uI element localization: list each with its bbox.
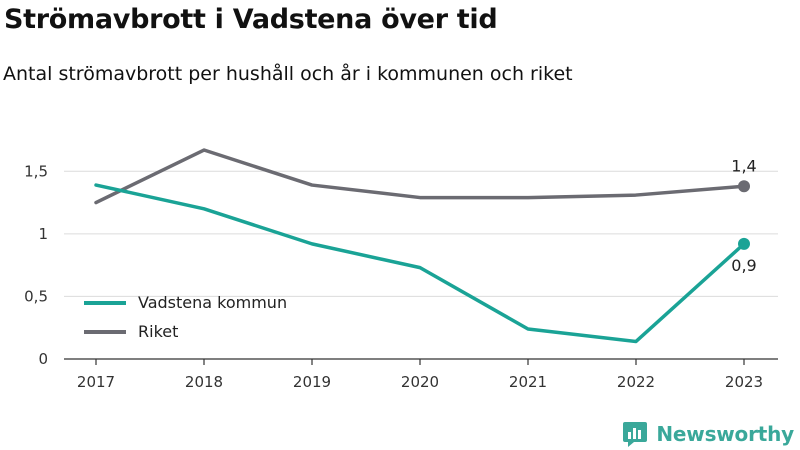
legend: Vadstena kommun Riket: [84, 288, 287, 346]
data-labels: 1,4 0,9: [731, 156, 756, 275]
x-tick-label: 2022: [617, 373, 655, 391]
series-line-riket: [94, 148, 746, 205]
end-point-riket: [738, 180, 750, 193]
legend-label-riket: Riket: [138, 322, 179, 341]
series-lines: [94, 148, 750, 344]
data-label-vadstena: 0,9: [731, 256, 756, 275]
y-tick-label: 1,5: [24, 162, 48, 180]
data-label-riket: 1,4: [731, 156, 756, 175]
chart-subtitle: Antal strömavbrott per hushåll och år i …: [3, 63, 573, 85]
legend-swatch-riket: [84, 329, 126, 334]
y-tick-label: 0: [38, 350, 48, 368]
legend-swatch-vadstena: [84, 300, 126, 305]
y-tick-label: 0,5: [24, 287, 48, 305]
x-tick-label: 2021: [509, 373, 547, 391]
bar-chart-speech-bubble-icon: [623, 422, 648, 447]
legend-item-vadstena: Vadstena kommun: [84, 288, 287, 317]
x-tick-label: 2018: [185, 373, 223, 391]
chart-title: Strömavbrott i Vadstena över tid: [4, 4, 498, 35]
gridlines: [64, 170, 778, 297]
legend-item-riket: Riket: [84, 317, 287, 346]
y-tick-label: 1: [38, 225, 48, 243]
series-line-vadstena: [94, 183, 746, 344]
brand-logo: Newsworthy: [622, 420, 794, 448]
legend-label-vadstena: Vadstena kommun: [138, 293, 288, 312]
x-tick-label: 2020: [401, 373, 439, 391]
x-tick-label: 2017: [77, 373, 115, 391]
end-point-vadstena: [738, 237, 750, 250]
brand-name: Newsworthy: [656, 422, 794, 446]
x-tick-label: 2019: [293, 373, 331, 391]
x-tick-label: 2023: [725, 373, 763, 391]
axes: 0 0,5 1 1,5 2017 2018 2019 2020 2021 2022 2023: [24, 162, 778, 391]
